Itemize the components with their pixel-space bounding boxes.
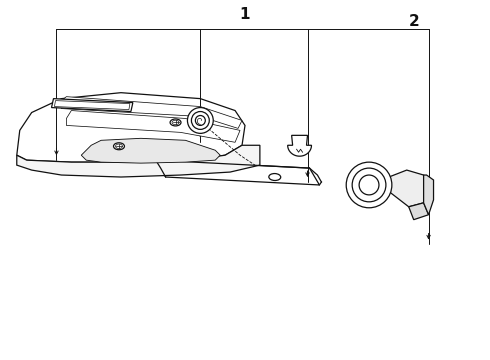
Polygon shape <box>409 203 429 220</box>
Ellipse shape <box>196 116 205 125</box>
Ellipse shape <box>172 120 179 125</box>
Polygon shape <box>156 160 319 185</box>
Ellipse shape <box>170 119 181 126</box>
Text: 1: 1 <box>240 7 250 22</box>
Ellipse shape <box>114 143 124 150</box>
Polygon shape <box>66 111 240 142</box>
Ellipse shape <box>188 108 213 133</box>
Polygon shape <box>387 170 427 207</box>
Ellipse shape <box>116 144 122 148</box>
Polygon shape <box>17 145 260 177</box>
Polygon shape <box>59 96 242 129</box>
Ellipse shape <box>269 174 281 180</box>
Ellipse shape <box>346 162 392 208</box>
Ellipse shape <box>359 175 379 195</box>
Text: 2: 2 <box>408 14 419 29</box>
Polygon shape <box>54 100 130 109</box>
Polygon shape <box>17 93 245 162</box>
Ellipse shape <box>192 112 209 129</box>
Polygon shape <box>51 99 133 112</box>
Polygon shape <box>424 175 434 215</box>
Ellipse shape <box>352 168 386 202</box>
Polygon shape <box>81 138 220 163</box>
Polygon shape <box>288 135 312 156</box>
